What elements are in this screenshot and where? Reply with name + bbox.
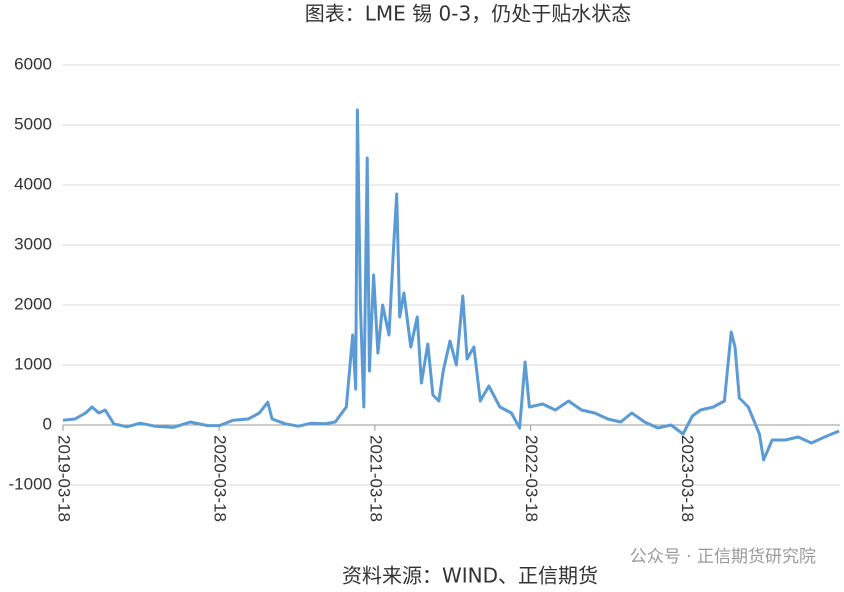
y-tick-label: 1000 xyxy=(14,354,52,373)
source-note: 资料来源：WIND、正信期货 xyxy=(342,564,598,588)
data-line xyxy=(62,108,840,462)
x-tick-label: 2021-03-18 xyxy=(366,435,385,522)
x-tick-label: 2019-03-18 xyxy=(55,435,74,522)
y-tick-label: -1000 xyxy=(9,474,52,493)
x-tick-label: 2022-03-18 xyxy=(522,435,541,522)
x-tick-label: 2020-03-18 xyxy=(211,435,230,522)
y-tick-label: 0 xyxy=(43,414,52,433)
chart-title: 图表：LME 锡 0-3，仍处于贴水状态 xyxy=(305,2,631,26)
y-tick-label: 6000 xyxy=(14,54,52,73)
y-tick-label: 3000 xyxy=(14,234,52,253)
y-tick-label: 5000 xyxy=(14,114,52,133)
y-tick-label: 4000 xyxy=(14,174,52,193)
watermark: 公众号 · 正信期货研究院 xyxy=(630,547,816,567)
y-tick-label: 2000 xyxy=(14,294,52,313)
x-tick-label: 2023-03-18 xyxy=(678,435,697,522)
